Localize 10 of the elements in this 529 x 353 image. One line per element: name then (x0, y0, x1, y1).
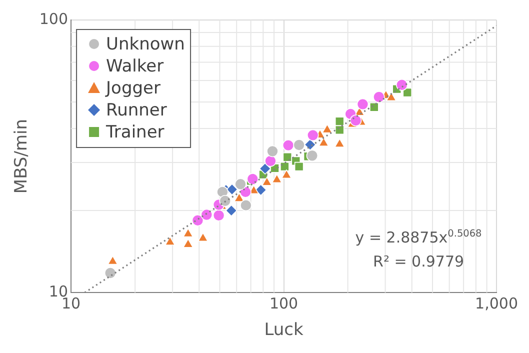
legend-label: Trainer (105, 122, 164, 142)
legend-label: Runner (106, 100, 167, 120)
x-axis-title: Luck (264, 320, 304, 340)
x-tick-label: 1,000 (475, 294, 518, 312)
x-tick-label: 100 (269, 294, 298, 312)
legend-label: Unknown (106, 34, 185, 54)
annotation: R² = 0.9779 (373, 252, 464, 271)
legend-label: Walker (106, 56, 164, 76)
legend-label: Jogger (105, 78, 160, 98)
y-axis-title: MBS/min (12, 118, 32, 194)
